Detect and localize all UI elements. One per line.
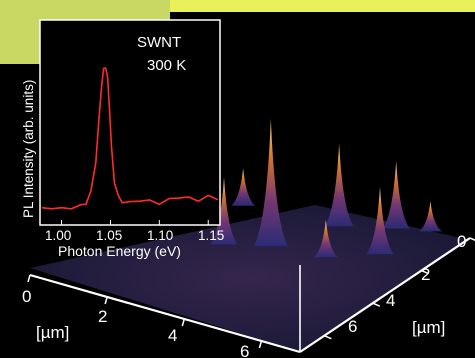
inset-title: SWNT [137, 34, 181, 51]
inset-x-ticks [61, 220, 209, 225]
inset-y-label: PL Intensity (arb. units) [21, 80, 36, 218]
y3d-tick-label: 2 [421, 265, 430, 284]
tick-mark [104, 296, 108, 305]
surface-peak [231, 168, 256, 206]
inset-x-tick-label: 1.15 [198, 228, 224, 243]
surface-floor [30, 205, 470, 352]
x3d-tick-label: 0 [22, 287, 31, 306]
surface-peak [254, 118, 288, 247]
surface-peak [382, 161, 410, 229]
inset-plot: SWNT 300 K PL Intensity (arb. units) 1.0… [21, 19, 224, 259]
tick-mark [421, 269, 429, 275]
x-axis-3d [29, 273, 301, 354]
x3d-tick-label: 6 [240, 342, 249, 358]
y-axis-3d [299, 237, 471, 353]
inset-frame [39, 19, 221, 226]
y3d-tick-label: 6 [348, 317, 357, 336]
tick-marks-3d [27, 237, 475, 349]
y3d-tick-label: 4 [386, 291, 395, 310]
x3d-tick-label: 2 [98, 307, 107, 326]
y3d-tick-label: 0 [457, 232, 466, 251]
tick-mark [469, 237, 475, 241]
inset-x-tick-label: 1.10 [147, 228, 173, 243]
tick-mark [372, 302, 381, 307]
inset-x-tick-label: 1.00 [45, 228, 71, 243]
x3d-axis-label: [µm] [36, 323, 69, 342]
surface-peak [366, 186, 394, 255]
surface-peak [324, 143, 354, 227]
inset-subtitle: 300 K [147, 57, 186, 74]
surface-peaks [210, 118, 443, 258]
tick-mark [181, 318, 186, 327]
surface-peak [313, 219, 338, 258]
tick-mark [258, 340, 263, 349]
top-strip [170, 0, 475, 12]
y3d-axis-label: [µm] [412, 318, 445, 337]
inset-x-tick-label: 1.05 [96, 228, 122, 243]
spectrum-line [41, 67, 219, 210]
surface-peak [418, 201, 443, 232]
tick-mark [27, 274, 31, 283]
surface-peak [210, 176, 238, 245]
tick-mark [323, 335, 332, 340]
x3d-tick-label: 4 [168, 326, 177, 345]
inset-x-label: Photon Energy (eV) [58, 243, 181, 259]
